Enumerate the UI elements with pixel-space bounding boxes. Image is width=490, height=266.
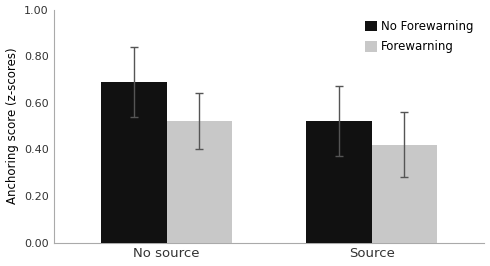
Bar <box>306 121 371 243</box>
Bar <box>371 145 437 243</box>
Bar <box>101 82 167 243</box>
Bar <box>167 121 232 243</box>
Legend: No Forewarning, Forewarning: No Forewarning, Forewarning <box>360 15 479 58</box>
Y-axis label: Anchoring score (z-scores): Anchoring score (z-scores) <box>5 48 19 204</box>
